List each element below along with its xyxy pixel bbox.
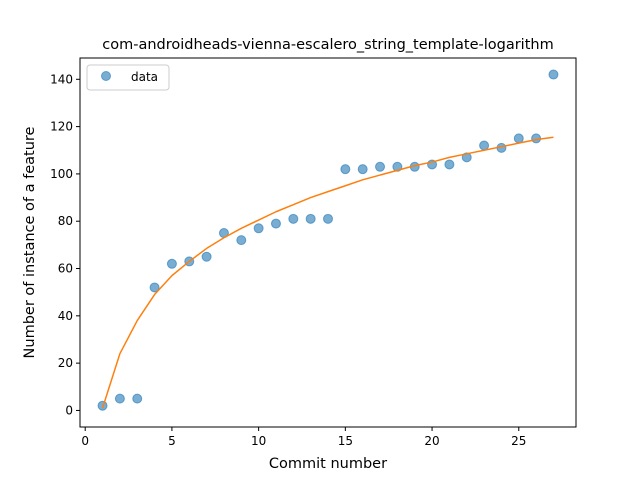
data-point	[445, 160, 454, 169]
data-point	[358, 165, 367, 174]
data-point	[115, 394, 124, 403]
y-tick-label: 0	[65, 403, 73, 417]
data-point	[480, 141, 489, 150]
data-point	[341, 165, 350, 174]
legend-marker-data	[102, 72, 111, 81]
y-axis-label: Number of instance of a feature	[22, 126, 38, 358]
data-point	[202, 252, 211, 261]
x-tick-label: 10	[251, 434, 266, 448]
data-point	[237, 236, 246, 245]
y-tick-label: 140	[50, 72, 73, 86]
data-point	[514, 134, 523, 143]
data-point	[289, 214, 298, 223]
data-point	[271, 219, 280, 228]
data-point	[376, 162, 385, 171]
data-point	[306, 214, 315, 223]
y-tick-label: 100	[50, 167, 73, 181]
legend: data	[87, 65, 169, 90]
legend-label-data: data	[131, 70, 158, 84]
chart-title: com-androidheads-vienna-escalero_string_…	[102, 37, 553, 53]
data-point	[324, 214, 333, 223]
x-tick-label: 25	[511, 434, 526, 448]
x-tick-label: 15	[338, 434, 353, 448]
data-point	[549, 70, 558, 79]
x-tick-label: 0	[81, 434, 89, 448]
plot-area	[80, 58, 576, 427]
data-point	[167, 259, 176, 268]
y-tick-label: 80	[58, 214, 73, 228]
x-axis-label: Commit number	[269, 456, 387, 472]
y-tick-label: 20	[58, 356, 73, 370]
y-tick-label: 120	[50, 120, 73, 134]
x-tick-label: 20	[424, 434, 439, 448]
y-tick-label: 60	[58, 262, 73, 276]
x-tick-label: 5	[168, 434, 176, 448]
data-point	[254, 224, 263, 233]
y-tick-label: 40	[58, 309, 73, 323]
data-point	[133, 394, 142, 403]
